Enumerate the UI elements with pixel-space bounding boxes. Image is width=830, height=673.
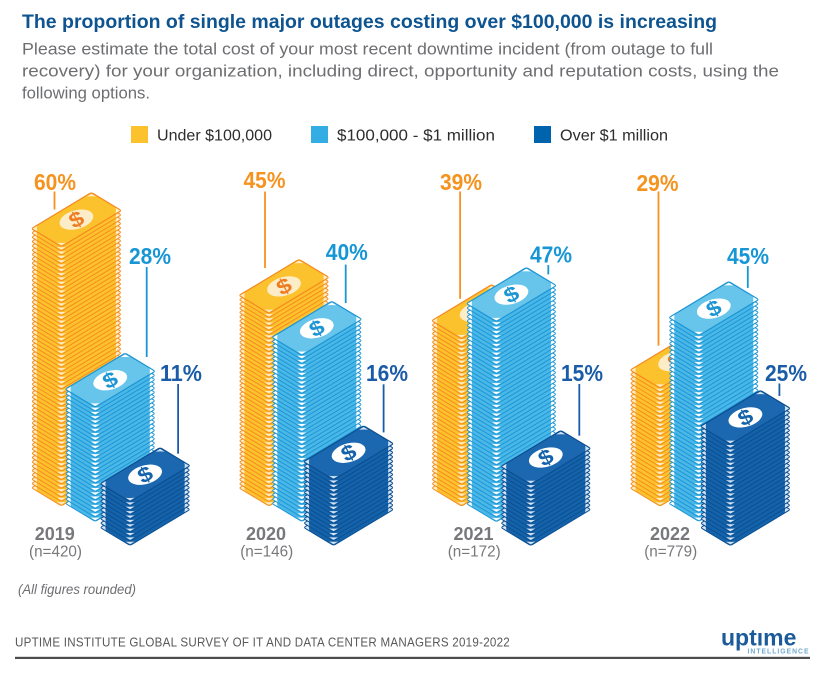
svg-text:2019: 2019 xyxy=(35,524,75,544)
svg-text:45%: 45% xyxy=(727,243,769,269)
svg-text:2021: 2021 xyxy=(453,524,493,544)
svg-text:(n=146): (n=146) xyxy=(240,544,293,561)
svg-text:(n=779): (n=779) xyxy=(644,544,697,561)
svg-text:Please estimate the total cost: Please estimate the total cost of your m… xyxy=(22,41,713,59)
svg-text:11%: 11% xyxy=(160,360,202,386)
svg-text:2022: 2022 xyxy=(650,524,690,544)
svg-text:UPTIME INSTITUTE GLOBAL SURVEY: UPTIME INSTITUTE GLOBAL SURVEY OF IT AND… xyxy=(15,635,510,650)
svg-text:29%: 29% xyxy=(637,170,679,196)
svg-text:45%: 45% xyxy=(244,167,286,193)
svg-text:(n=172): (n=172) xyxy=(448,544,501,561)
svg-text:28%: 28% xyxy=(129,243,171,269)
svg-text:uptıme: uptıme xyxy=(721,625,796,651)
svg-text:Under $100,000: Under $100,000 xyxy=(157,128,272,145)
svg-text:25%: 25% xyxy=(765,360,807,386)
svg-text:INTELLIGENCE: INTELLIGENCE xyxy=(748,647,810,656)
svg-text:47%: 47% xyxy=(530,242,572,268)
svg-text:The proportion of single major: The proportion of single major outages c… xyxy=(22,11,717,33)
svg-text:16%: 16% xyxy=(366,360,408,386)
svg-text:40%: 40% xyxy=(326,239,368,265)
svg-text:60%: 60% xyxy=(34,169,76,195)
svg-text:(All figures rounded): (All figures rounded) xyxy=(18,581,136,597)
svg-text:recovery) for your organizatio: recovery) for your organization, includi… xyxy=(22,63,779,81)
svg-text:15%: 15% xyxy=(561,360,603,386)
svg-text:following options.: following options. xyxy=(22,85,150,103)
svg-text:$100,000 - $1 million: $100,000 - $1 million xyxy=(337,128,495,145)
svg-text:39%: 39% xyxy=(440,169,482,195)
svg-text:(n=420): (n=420) xyxy=(29,544,82,561)
svg-text:2020: 2020 xyxy=(246,524,286,544)
svg-text:Over $1 million: Over $1 million xyxy=(560,128,668,145)
